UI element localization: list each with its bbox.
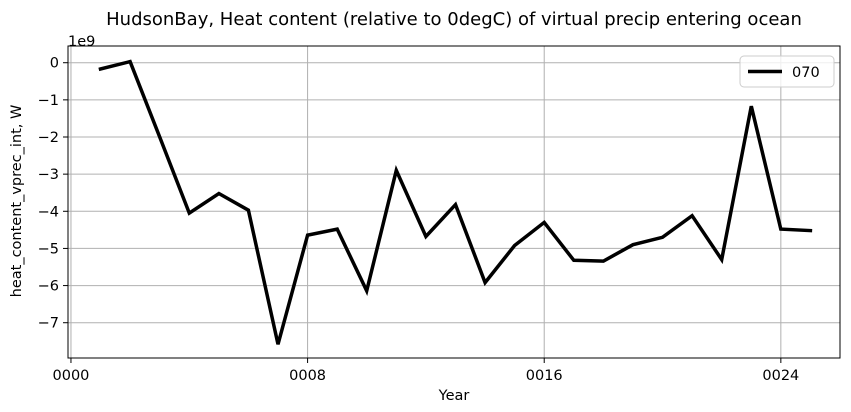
plot-frame: [67, 45, 841, 359]
y-tick-label: −3: [38, 167, 59, 183]
axis-ticks: 0000 0008 0016 0024 0 −1 −2 −3 −4 −5 −6 −7: [38, 56, 800, 384]
x-tick-label: 0008: [289, 368, 326, 384]
legend-label: 070: [792, 65, 820, 81]
y-tick-label: −7: [38, 316, 59, 332]
legend-box: [739, 55, 835, 88]
y-tick-label: −2: [38, 130, 59, 146]
series-layer: [98, 59, 813, 345]
y-tick-label: 0: [50, 56, 59, 72]
grid-lines: [68, 46, 840, 358]
y-tick-label: −4: [38, 204, 59, 220]
y-tick-label: −1: [38, 93, 59, 109]
chart-title: HudsonBay, Heat content (relative to 0de…: [106, 9, 802, 30]
x-tick-label: 0024: [762, 368, 799, 384]
series-line: [98, 59, 813, 345]
y-tick-label: −6: [38, 279, 59, 295]
y-tick-label: −5: [38, 241, 59, 257]
x-tick-label: 0016: [526, 368, 563, 384]
y-axis-offset-label: 1e9: [68, 34, 95, 50]
x-axis-label: Year: [438, 388, 470, 404]
x-tick-label: 0000: [53, 368, 90, 384]
legend: 070: [739, 55, 835, 88]
y-axis-label: heat_content_vprec_int, W: [9, 105, 25, 298]
